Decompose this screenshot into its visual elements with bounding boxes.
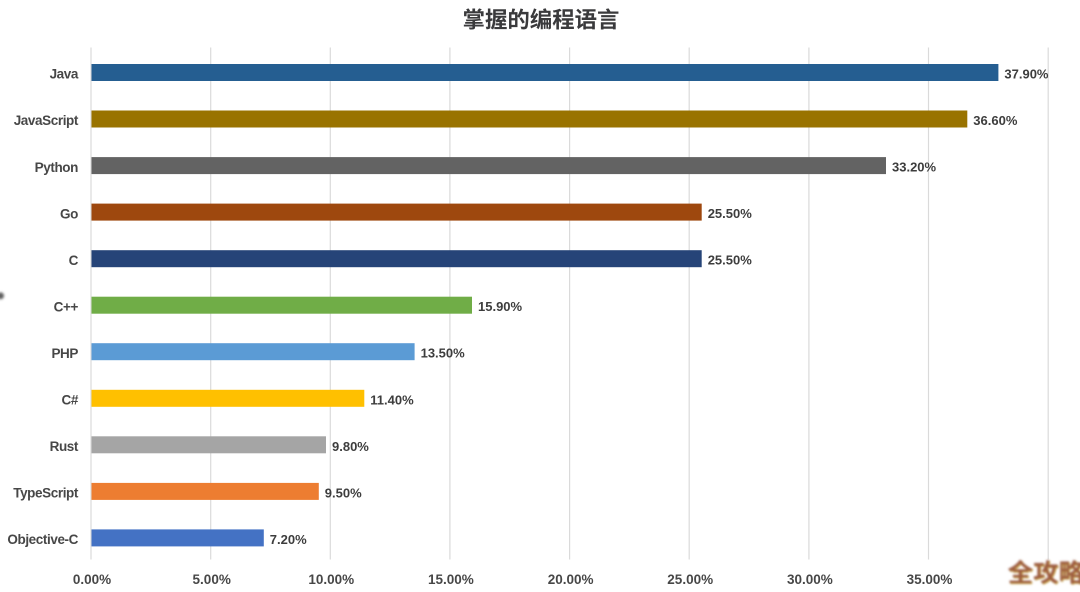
svg-text:15.00%: 15.00% (428, 572, 474, 587)
svg-text:25.50%: 25.50% (708, 206, 753, 221)
svg-text:25.50%: 25.50% (708, 253, 753, 268)
svg-text:C#: C# (62, 393, 79, 408)
svg-text:37.90%: 37.90% (1004, 67, 1049, 82)
svg-text:C++: C++ (54, 299, 79, 314)
svg-text:Rust: Rust (50, 439, 79, 454)
svg-text:7.20%: 7.20% (270, 532, 307, 547)
svg-text:PHP: PHP (51, 346, 78, 361)
svg-text:5.00%: 5.00% (193, 572, 231, 587)
svg-text:TypeScript: TypeScript (13, 486, 79, 501)
svg-text:25.00%: 25.00% (667, 572, 713, 587)
svg-text:9.50%: 9.50% (325, 485, 362, 500)
svg-text:0.00%: 0.00% (73, 572, 111, 587)
svg-text:Python: Python (35, 160, 79, 175)
svg-text:Objective-C: Objective-C (7, 532, 78, 547)
svg-text:9.80%: 9.80% (332, 439, 369, 454)
svg-text:JavaScript: JavaScript (14, 113, 79, 128)
svg-text:C: C (69, 253, 79, 268)
svg-text:35.00%: 35.00% (907, 572, 953, 587)
svg-text:20.00%: 20.00% (548, 572, 594, 587)
svg-text:Go: Go (60, 206, 78, 221)
svg-text:15.90%: 15.90% (478, 299, 523, 314)
svg-text:36.60%: 36.60% (973, 113, 1018, 128)
svg-text:33.20%: 33.20% (892, 160, 937, 175)
svg-text:11.40%: 11.40% (370, 392, 414, 407)
svg-text:13.50%: 13.50% (421, 346, 466, 361)
svg-text:Java: Java (50, 67, 79, 82)
svg-text:30.00%: 30.00% (787, 572, 833, 587)
svg-text:10.00%: 10.00% (308, 572, 354, 587)
